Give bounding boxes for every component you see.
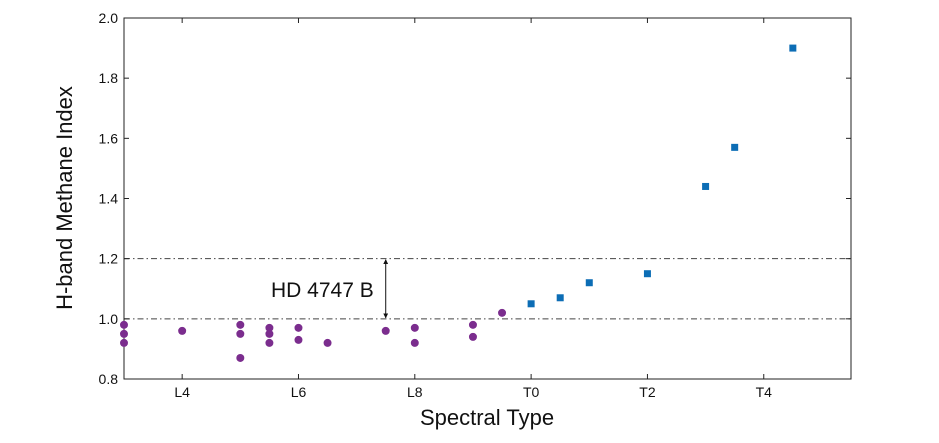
data-point-circle bbox=[236, 353, 245, 362]
data-point-square bbox=[731, 143, 739, 151]
data-point-circle bbox=[468, 320, 477, 329]
data-point-circle bbox=[265, 329, 274, 338]
data-point-circle bbox=[410, 338, 419, 347]
data-point-circle bbox=[120, 338, 128, 347]
y-tick-label: 1.0 bbox=[99, 311, 119, 327]
x-tick-label: T2 bbox=[639, 384, 656, 400]
data-point-circle bbox=[294, 323, 303, 332]
data-point-circle bbox=[498, 308, 507, 317]
data-point-circle bbox=[410, 323, 419, 332]
x-tick-label: L8 bbox=[407, 384, 423, 400]
data-point-circle bbox=[294, 335, 303, 344]
y-tick-label: 1.4 bbox=[99, 191, 119, 207]
y-axis-title: H-band Methane Index bbox=[52, 86, 77, 310]
annotations: HD 4747 B bbox=[271, 259, 389, 319]
data-point-square bbox=[789, 44, 797, 52]
data-point-square bbox=[702, 182, 710, 190]
x-axis-title: Spectral Type bbox=[420, 405, 554, 430]
data-point-circle bbox=[236, 329, 245, 338]
data-point-circle bbox=[381, 326, 390, 335]
reference-lines bbox=[124, 258, 851, 320]
data-point-square bbox=[527, 300, 535, 308]
data-point-circle bbox=[178, 326, 187, 335]
y-tick-label: 1.8 bbox=[99, 70, 119, 86]
x-tick-label: L4 bbox=[174, 384, 190, 400]
axes bbox=[123, 17, 852, 380]
x-tick-label: T0 bbox=[523, 384, 540, 400]
data-point-circle bbox=[120, 329, 128, 338]
data-point-square bbox=[585, 279, 593, 287]
data-points bbox=[120, 44, 797, 362]
y-tick-label: 2.0 bbox=[99, 10, 119, 26]
data-point-circle bbox=[265, 338, 274, 347]
data-point-circle bbox=[323, 338, 332, 347]
x-tick-label: L6 bbox=[291, 384, 307, 400]
y-tick-label: 1.2 bbox=[99, 251, 119, 267]
data-point-square bbox=[643, 270, 651, 278]
data-point-circle bbox=[236, 320, 245, 329]
plot-frame bbox=[123, 17, 852, 380]
data-point-circle bbox=[120, 320, 128, 329]
ticks: L4 L6 L8 T0 T2 T4 0.8 1.0 1.2 1.4 1.6 1.8 2.0 bbox=[99, 10, 851, 400]
data-point-square bbox=[556, 294, 564, 302]
y-tick-label: 0.8 bbox=[99, 371, 119, 387]
data-point-circle bbox=[265, 323, 274, 332]
data-point-circle bbox=[468, 332, 477, 341]
x-tick-label: T4 bbox=[756, 384, 773, 400]
annotation-label: HD 4747 B bbox=[271, 279, 374, 302]
y-tick-label: 1.6 bbox=[99, 130, 119, 146]
